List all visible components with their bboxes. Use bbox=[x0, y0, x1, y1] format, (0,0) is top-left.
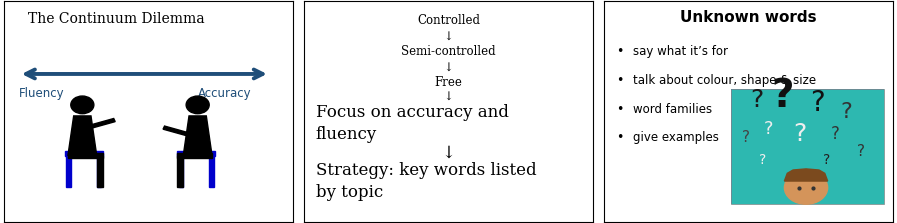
Text: •: • bbox=[615, 131, 623, 144]
Text: ?: ? bbox=[771, 77, 794, 115]
Bar bbox=[209, 156, 213, 187]
Text: fluency: fluency bbox=[316, 126, 377, 143]
Bar bbox=[178, 153, 212, 158]
Text: •: • bbox=[615, 74, 623, 87]
Text: ↓: ↓ bbox=[443, 61, 454, 74]
Circle shape bbox=[784, 171, 828, 204]
Polygon shape bbox=[784, 169, 828, 181]
Polygon shape bbox=[68, 116, 97, 156]
Text: by topic: by topic bbox=[316, 184, 383, 201]
Text: •: • bbox=[615, 45, 623, 58]
Text: ↓: ↓ bbox=[441, 145, 456, 162]
Bar bbox=[68, 153, 102, 158]
Text: Strategy: key words listed: Strategy: key words listed bbox=[316, 162, 536, 179]
Text: ?: ? bbox=[857, 144, 865, 159]
Text: Accuracy: Accuracy bbox=[197, 87, 251, 100]
Bar bbox=[178, 151, 215, 156]
Text: ?: ? bbox=[742, 130, 750, 145]
Text: ↓: ↓ bbox=[443, 30, 454, 43]
Bar bbox=[65, 151, 102, 156]
Text: Focus on accuracy and: Focus on accuracy and bbox=[316, 104, 509, 121]
Text: •: • bbox=[615, 103, 623, 116]
Bar bbox=[97, 156, 101, 187]
Text: ?: ? bbox=[763, 120, 773, 138]
Text: ?: ? bbox=[823, 153, 830, 167]
Circle shape bbox=[186, 96, 209, 114]
Text: ↓: ↓ bbox=[443, 89, 454, 102]
Bar bbox=[178, 156, 183, 187]
Bar bbox=[163, 126, 192, 137]
Text: give examples: give examples bbox=[633, 131, 718, 144]
Text: ?: ? bbox=[831, 125, 840, 142]
Text: Semi-controlled: Semi-controlled bbox=[401, 45, 496, 58]
Text: Unknown words: Unknown words bbox=[680, 10, 816, 25]
Bar bbox=[66, 156, 71, 187]
Polygon shape bbox=[183, 116, 212, 156]
Text: ?: ? bbox=[840, 101, 852, 122]
Text: The Continuum Dilemma: The Continuum Dilemma bbox=[28, 12, 205, 26]
Bar bbox=[731, 89, 884, 204]
Bar bbox=[731, 89, 884, 204]
Text: ?: ? bbox=[759, 153, 766, 167]
Text: word families: word families bbox=[633, 103, 712, 116]
Text: Fluency: Fluency bbox=[19, 87, 65, 100]
Text: ?: ? bbox=[810, 89, 825, 117]
Text: Free: Free bbox=[434, 76, 463, 89]
Text: talk about colour, shape & size: talk about colour, shape & size bbox=[633, 74, 816, 87]
Bar bbox=[179, 156, 183, 187]
Bar bbox=[87, 118, 115, 129]
Text: ?: ? bbox=[751, 89, 763, 112]
Text: ?: ? bbox=[794, 122, 807, 146]
Text: Controlled: Controlled bbox=[417, 14, 480, 27]
Circle shape bbox=[71, 96, 94, 114]
Bar bbox=[97, 156, 102, 187]
Text: say what it’s for: say what it’s for bbox=[633, 45, 728, 58]
